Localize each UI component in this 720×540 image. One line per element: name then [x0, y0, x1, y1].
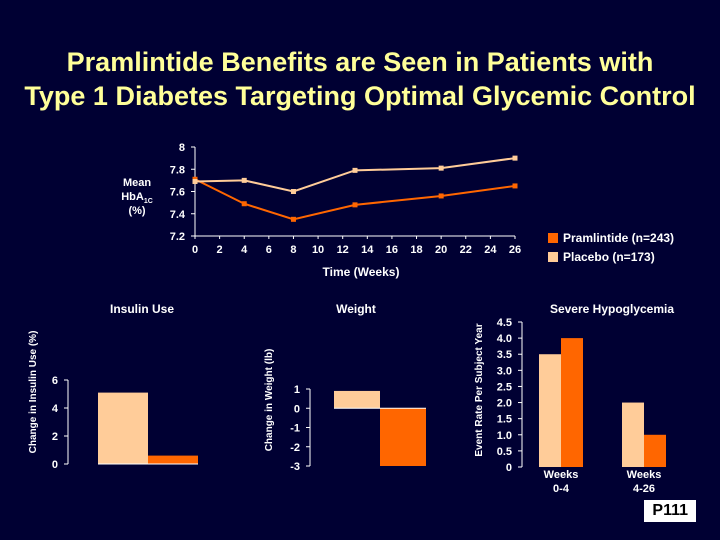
hba1c-data-point: [352, 202, 358, 208]
weight-ylabel: Change in Weight (lb): [264, 349, 275, 452]
hba1c-xtick-label: 20: [435, 244, 447, 256]
hba1c-series-line: [194, 157, 516, 193]
hba1c-xlabel: Time (Weeks): [323, 265, 400, 279]
hypo-bar: [622, 402, 644, 467]
insulin-ytick-label: 4: [52, 403, 59, 415]
insulin-chart-title: Insulin Use: [110, 302, 174, 316]
slide-title-line-1: Pramlintide Benefits are Seen in Patient…: [66, 47, 654, 77]
hba1c-ytick-label: 8: [179, 142, 185, 154]
hba1c-data-point: [290, 216, 296, 222]
hypo-bar: [644, 434, 666, 467]
hypo-ytick-label: 1.5: [497, 414, 512, 426]
page-code: P111: [644, 500, 696, 522]
hba1c-xtick-label: 8: [290, 244, 296, 256]
insulin-ylabel: Change in Insulin Use (%): [28, 331, 39, 454]
severe-hypoglycemia-bar-chart: Severe Hypoglycemia Event Rate Per Subje…: [474, 302, 674, 495]
hypo-ytick-label: 4.0: [497, 333, 512, 345]
hba1c-xtick-label: 22: [460, 244, 472, 256]
hypo-bar: [539, 354, 561, 467]
slide-title-line-2: Type 1 Diabetes Targeting Optimal Glycem…: [24, 81, 696, 111]
weight-ytick-label: 0: [294, 403, 300, 415]
hypo-category-label: 0-4: [553, 483, 570, 495]
hypo-ytick-label: 2.5: [497, 381, 512, 393]
hba1c-ytick-label: 7.4: [170, 209, 186, 221]
hba1c-ylabel-line-3: (%): [128, 205, 145, 217]
hba1c-xtick-label: 26: [509, 244, 521, 256]
insulin-ytick-label: 2: [52, 431, 58, 443]
legend-label-pramlintide: Pramlintide (n=243): [563, 231, 674, 245]
hba1c-ytick-label: 7.8: [170, 164, 185, 176]
hba1c-ylabel-line-2: HbA1C: [121, 191, 153, 205]
hypo-ytick-label: 0.5: [497, 446, 512, 458]
legend-swatch-placebo: [548, 252, 558, 262]
insulin-ytick-label: 6: [52, 375, 58, 387]
hypo-ytick-label: 4.5: [497, 317, 512, 329]
legend-swatch-pramlintide: [548, 233, 558, 243]
hba1c-line-chart: Mean HbA1C (%) Time (Weeks) 8 7.8 7.6 7.4 7.…: [121, 142, 521, 279]
hba1c-xtick-label: 16: [386, 244, 398, 256]
hba1c-xtick-label: 6: [266, 244, 272, 256]
hba1c-xtick-label: 24: [484, 244, 497, 256]
weight-ytick-label: -2: [290, 442, 300, 454]
hba1c-data-point: [192, 178, 198, 184]
hba1c-data-point: [512, 155, 518, 161]
hba1c-xtick-label: 14: [361, 244, 374, 256]
hypo-chart-title: Severe Hypoglycemia: [550, 302, 674, 316]
hba1c-data-point: [241, 177, 247, 183]
hypo-category-label: Weeks: [544, 469, 579, 481]
hypo-ytick-label: 3.0: [497, 365, 512, 377]
hba1c-data-point: [241, 201, 247, 207]
hypo-category-label: Weeks: [627, 469, 662, 481]
weight-ytick-label: -1: [290, 423, 300, 435]
hba1c-xtick-label: 2: [217, 244, 223, 256]
hba1c-data-point: [438, 193, 444, 199]
insulin-ytick-label: 0: [52, 459, 58, 471]
hba1c-xtick-label: 18: [410, 244, 422, 256]
hba1c-data-point: [438, 165, 444, 171]
hba1c-data-point: [290, 189, 296, 194]
hba1c-ytick-label: 7.2: [170, 231, 185, 243]
weight-ytick-label: 1: [294, 384, 300, 396]
weight-bar-chart: Weight Change in Weight (lb) 1 0 -1 -2 -3: [264, 302, 426, 473]
hba1c-data-point: [512, 183, 518, 189]
hypo-ytick-label: 0: [506, 462, 512, 474]
hba1c-xtick-label: 0: [192, 244, 198, 256]
hba1c-xtick-label: 4: [241, 244, 248, 256]
hypo-category-label: 4-26: [633, 483, 655, 495]
weight-ytick-label: -3: [290, 461, 300, 473]
hba1c-xtick-label: 10: [312, 244, 324, 256]
weight-bar: [380, 408, 426, 466]
insulin-bar: [98, 392, 148, 464]
hypo-bar: [561, 338, 583, 467]
hba1c-xtick-label: 12: [337, 244, 349, 256]
insulin-use-bar-chart: Insulin Use Change in Insulin Use (%) 0 2…: [28, 302, 198, 471]
hba1c-ylabel-line-1: Mean: [123, 177, 151, 189]
weight-bar: [334, 390, 380, 409]
hypo-ytick-label: 2.0: [497, 398, 512, 410]
weight-chart-title: Weight: [336, 302, 376, 316]
hypo-ytick-label: 1.0: [497, 430, 512, 442]
hypo-ylabel: Event Rate Per Subject Year: [474, 323, 485, 456]
legend: Pramlintide (n=243) Placebo (n=173): [548, 231, 674, 264]
hba1c-ytick-label: 7.6: [170, 187, 185, 199]
hba1c-series-line: [194, 178, 516, 221]
hba1c-data-point: [352, 167, 358, 173]
insulin-bar: [148, 455, 198, 464]
legend-label-placebo: Placebo (n=173): [563, 250, 655, 264]
hypo-ytick-label: 3.5: [497, 349, 512, 361]
